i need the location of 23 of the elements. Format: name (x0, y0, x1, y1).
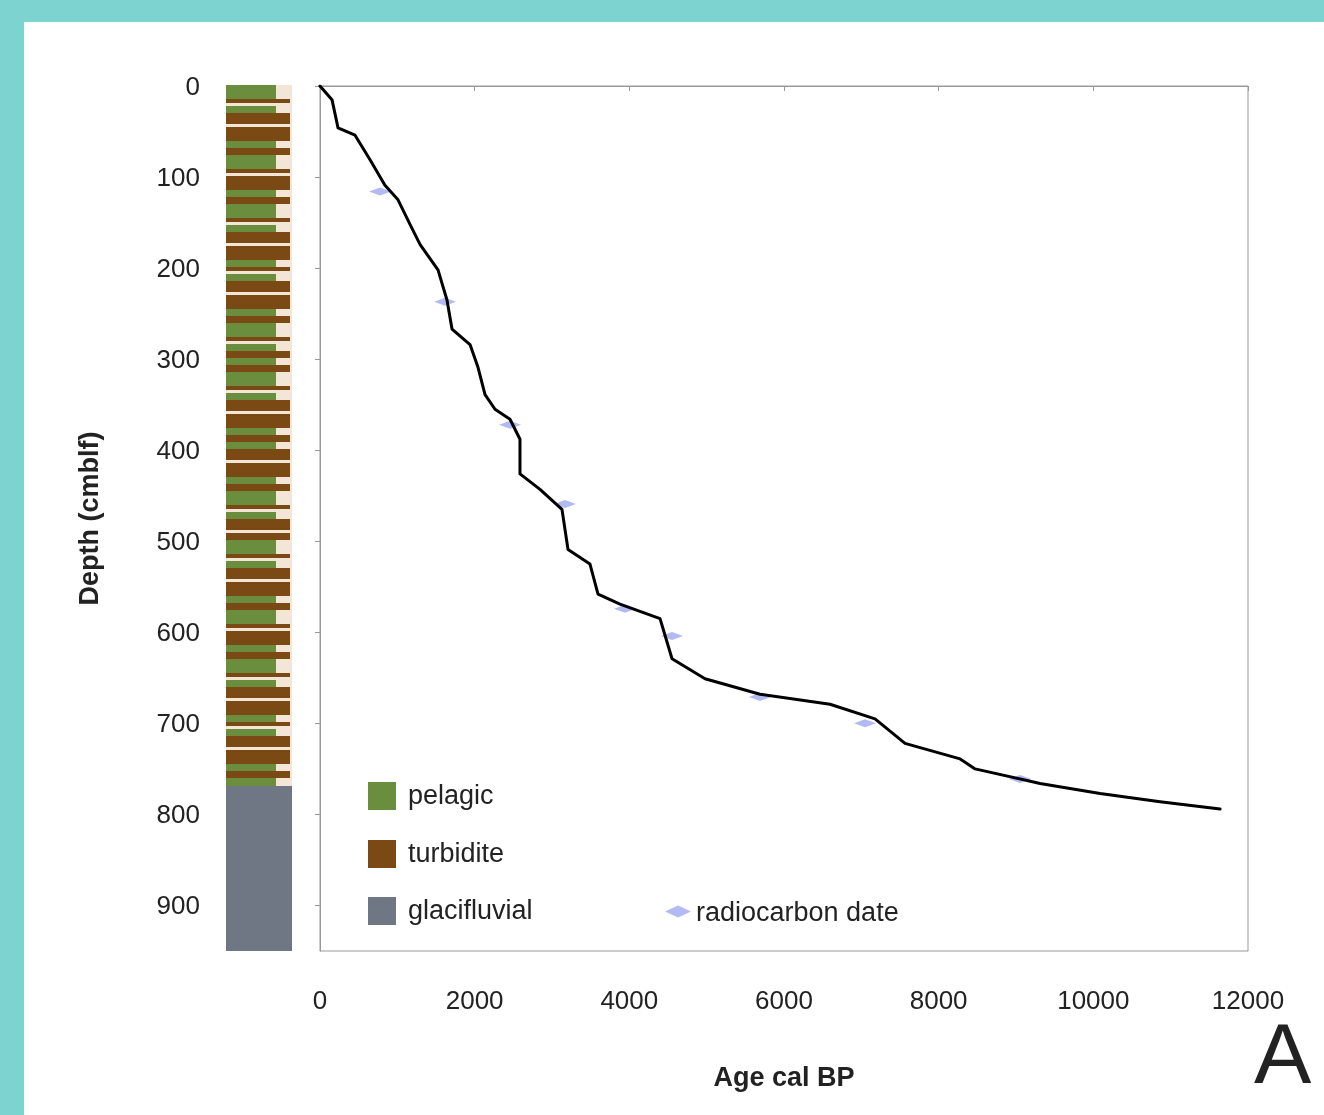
y-tick-label: 500 (156, 526, 200, 557)
x-axis-title: Age cal BP (713, 1061, 855, 1092)
x-tick-label: 10000 (1057, 985, 1130, 1015)
line-series (318, 84, 1222, 811)
annotation: glacifluvial (408, 895, 533, 926)
y-tick-label: 0 (185, 71, 200, 101)
y-tick-label: 700 (156, 708, 200, 739)
x-tick-label: 2000 (445, 985, 504, 1015)
y-tick-label: 100 (156, 162, 200, 193)
y-tick-label: 400 (156, 435, 200, 466)
y-tick-label: 200 (156, 253, 200, 284)
annotation: pelagic (408, 780, 494, 811)
x-tick-label: 4000 (600, 985, 659, 1015)
x-tick-label: 8000 (909, 985, 968, 1015)
x-tick-label: 0 (312, 985, 328, 1015)
x-tick-label: 6000 (755, 985, 813, 1015)
y-axis-title: Depth (cmblf) (73, 431, 104, 606)
legend-label: radiocarbon date (696, 896, 899, 927)
y-tick-label: 600 (156, 617, 200, 648)
y-tick-label: 300 (156, 344, 200, 375)
annotation: turbidite (408, 838, 505, 869)
y-tick-label: 900 (156, 890, 200, 921)
y-tick-label: 800 (156, 799, 200, 830)
